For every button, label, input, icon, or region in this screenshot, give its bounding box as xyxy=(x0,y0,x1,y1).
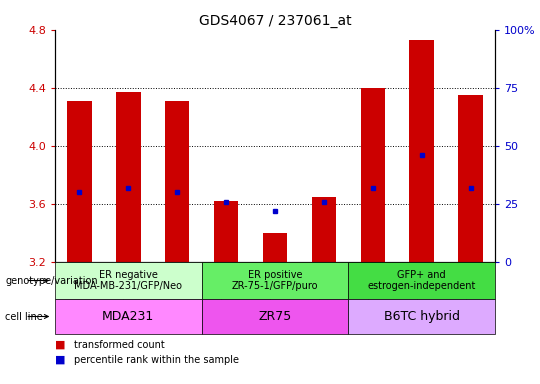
Bar xyxy=(361,88,385,262)
Text: ■: ■ xyxy=(55,355,65,365)
Text: cell line: cell line xyxy=(5,311,43,321)
Title: GDS4067 / 237061_at: GDS4067 / 237061_at xyxy=(199,13,352,28)
Bar xyxy=(409,40,434,262)
Text: GFP+ and
estrogen-independent: GFP+ and estrogen-independent xyxy=(368,270,476,291)
Text: MDA231: MDA231 xyxy=(102,310,154,323)
Bar xyxy=(67,101,92,262)
Text: ER positive
ZR-75-1/GFP/puro: ER positive ZR-75-1/GFP/puro xyxy=(232,270,318,291)
Bar xyxy=(214,201,238,262)
Text: ER negative
MDA-MB-231/GFP/Neo: ER negative MDA-MB-231/GFP/Neo xyxy=(75,270,183,291)
Text: genotype/variation: genotype/variation xyxy=(5,275,98,285)
Text: B6TC hybrid: B6TC hybrid xyxy=(383,310,460,323)
Bar xyxy=(312,197,336,262)
Bar xyxy=(116,92,140,262)
Text: transformed count: transformed count xyxy=(74,340,165,350)
Bar xyxy=(458,95,483,262)
Bar xyxy=(263,233,287,262)
Bar xyxy=(165,101,190,262)
Text: percentile rank within the sample: percentile rank within the sample xyxy=(74,355,239,365)
Text: ZR75: ZR75 xyxy=(258,310,292,323)
Text: ■: ■ xyxy=(55,340,65,350)
